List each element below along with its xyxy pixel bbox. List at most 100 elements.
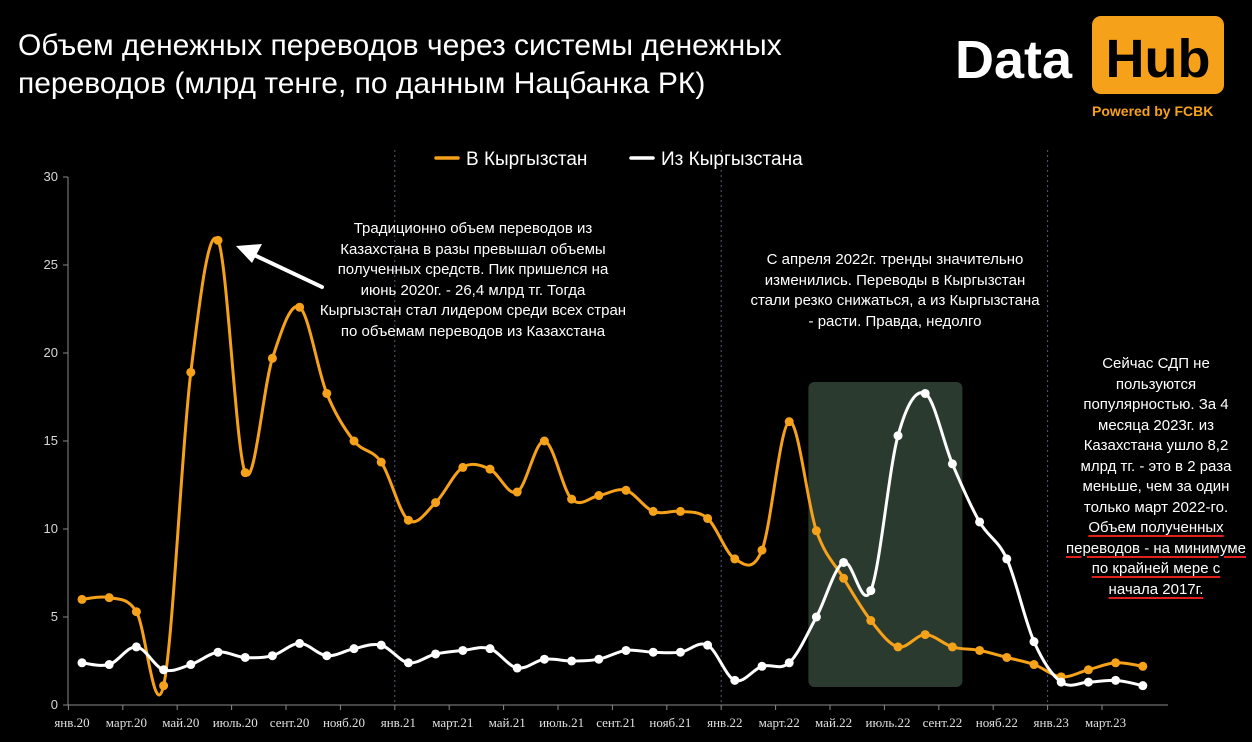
- data-point-0: [458, 462, 468, 472]
- data-point-1: [1083, 677, 1093, 687]
- data-point-0: [403, 515, 413, 525]
- y-axis: 0 5 10 15 20 25 30: [44, 169, 69, 712]
- y-tick-label: 0: [51, 697, 58, 712]
- data-point-1: [186, 660, 196, 670]
- data-point-1: [485, 644, 495, 654]
- data-point-1: [1138, 681, 1148, 691]
- data-point-0: [539, 436, 549, 446]
- data-point-0: [675, 506, 685, 516]
- y-tick-label: 20: [44, 345, 58, 360]
- data-point-1: [213, 647, 223, 657]
- data-point-1: [594, 654, 604, 664]
- series-group: [77, 235, 1148, 697]
- data-point-0: [295, 302, 305, 312]
- highlight-region: [808, 382, 963, 687]
- data-point-1: [240, 652, 250, 662]
- data-point-0: [893, 642, 903, 652]
- data-point-0: [594, 491, 604, 501]
- data-point-1: [431, 649, 441, 659]
- data-point-1: [376, 640, 386, 650]
- data-point-1: [77, 658, 87, 668]
- x-tick-label: нояб.21: [649, 715, 691, 730]
- x-tick-label: май.20: [162, 715, 199, 730]
- data-point-0: [131, 607, 141, 617]
- data-point-0: [1111, 658, 1121, 668]
- data-point-0: [1002, 652, 1012, 662]
- x-tick-label: сент.20: [270, 715, 310, 730]
- data-point-1: [1056, 677, 1066, 687]
- annotation-peak: Традиционно объем переводов из Казахстан…: [319, 220, 627, 340]
- x-tick-label: июль.20: [213, 715, 258, 730]
- legend-label-1: Из Кыргызстана: [661, 149, 803, 170]
- data-point-1: [512, 663, 522, 673]
- data-point-1: [267, 651, 277, 661]
- data-point-0: [512, 487, 522, 497]
- legend: В Кыргызстан Из Кыргызстана: [434, 149, 803, 170]
- data-point-1: [920, 388, 930, 398]
- data-point-0: [757, 545, 767, 555]
- data-point-1: [648, 647, 658, 657]
- data-point-1: [866, 586, 876, 596]
- data-point-1: [131, 642, 141, 652]
- data-point-0: [376, 457, 386, 467]
- data-point-0: [703, 513, 713, 523]
- data-point-0: [349, 436, 359, 446]
- annotation-now: Сейчас СДП не пользуются популярностью. …: [1066, 354, 1246, 600]
- x-tick-label: янв.20: [54, 715, 89, 730]
- data-point-1: [403, 658, 413, 668]
- legend-label-0: В Кыргызстан: [466, 149, 587, 170]
- data-point-1: [675, 647, 685, 657]
- x-tick-label: март.21: [432, 715, 473, 730]
- x-tick-label: нояб.22: [976, 715, 1018, 730]
- data-point-0: [1029, 660, 1039, 670]
- data-point-1: [349, 644, 359, 654]
- x-tick-label: май.21: [489, 715, 526, 730]
- x-tick-label: янв.23: [1034, 715, 1069, 730]
- data-point-1: [730, 675, 740, 685]
- x-tick-label: июль.22: [865, 715, 910, 730]
- data-point-0: [920, 630, 930, 640]
- y-tick-label: 10: [44, 521, 58, 536]
- y-tick-label: 30: [44, 169, 58, 184]
- data-point-0: [621, 485, 631, 495]
- logo-data-text: Data: [955, 30, 1073, 90]
- data-point-1: [893, 431, 903, 441]
- data-point-1: [1029, 637, 1039, 647]
- data-point-1: [839, 557, 849, 567]
- x-tick-label: янв.21: [381, 715, 416, 730]
- x-tick-label: март.22: [759, 715, 800, 730]
- data-point-0: [159, 681, 169, 691]
- datahub-logo: Data Hub Powered by FCBK: [955, 14, 1227, 124]
- x-tick-label: нояб.20: [323, 715, 365, 730]
- annotation-trend: С апреля 2022г. тренды значительно измен…: [750, 251, 1040, 330]
- data-point-1: [784, 658, 794, 668]
- data-point-0: [811, 526, 821, 536]
- annotation-now-underlined: Объем полученных переводов - на минимуме…: [1066, 519, 1246, 598]
- data-point-0: [77, 594, 87, 604]
- data-point-1: [1002, 554, 1012, 564]
- data-point-0: [213, 235, 223, 245]
- y-tick-label: 15: [44, 433, 58, 448]
- data-point-1: [947, 459, 957, 469]
- y-tick-label: 5: [51, 609, 58, 624]
- x-tick-label: сент.21: [596, 715, 636, 730]
- data-point-1: [757, 661, 767, 671]
- x-tick-label: янв.22: [707, 715, 742, 730]
- data-point-1: [104, 660, 114, 670]
- data-point-1: [703, 640, 713, 650]
- data-point-0: [730, 554, 740, 564]
- logo-hub-box: Hub: [1092, 16, 1224, 94]
- data-point-1: [975, 517, 985, 527]
- series-line-1: [81, 391, 1144, 688]
- data-point-0: [431, 498, 441, 508]
- data-point-1: [159, 665, 169, 675]
- data-point-1: [567, 656, 577, 666]
- data-point-0: [1138, 661, 1148, 671]
- data-point-1: [295, 638, 305, 648]
- data-point-0: [322, 388, 332, 398]
- data-point-1: [811, 612, 821, 622]
- data-point-0: [240, 468, 250, 478]
- data-point-0: [947, 642, 957, 652]
- data-point-0: [784, 417, 794, 427]
- data-point-0: [975, 645, 985, 655]
